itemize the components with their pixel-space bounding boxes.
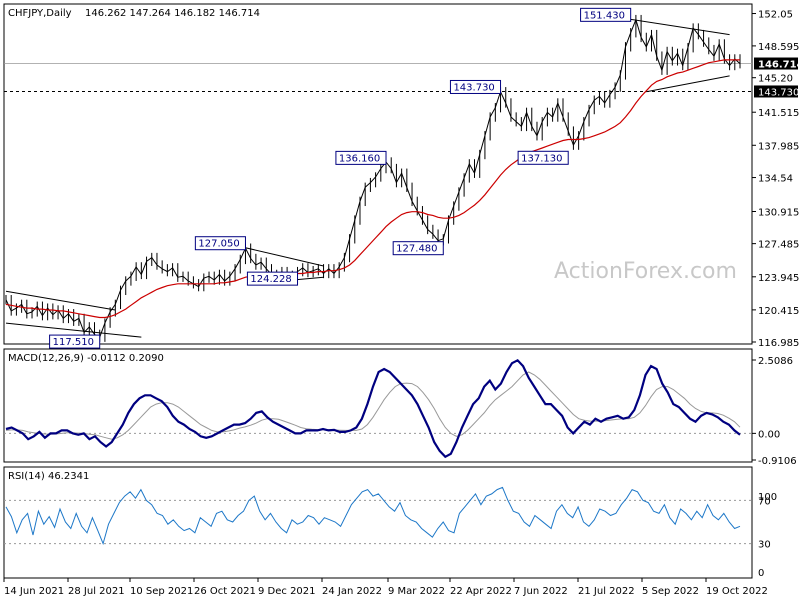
price-axis-label: 141.515 bbox=[758, 108, 799, 119]
annotation-label: 137.130 bbox=[521, 153, 562, 164]
rsi-axis-label: 30 bbox=[758, 540, 771, 551]
price-axis-label: 148.595 bbox=[758, 42, 799, 53]
price-line bbox=[5, 18, 741, 338]
watermark: ActionForex.com bbox=[554, 259, 737, 284]
annotation-label: 127.480 bbox=[396, 244, 437, 255]
macd-axis-label: -0.9106 bbox=[758, 456, 797, 467]
macd-panel-frame bbox=[3, 348, 753, 463]
trendline bbox=[630, 18, 730, 36]
annotation-label: 124.228 bbox=[250, 274, 291, 285]
price-axis-label: 127.485 bbox=[758, 240, 799, 251]
rsi-axis-label: 70 bbox=[758, 496, 771, 507]
annotation-label: 143.730 bbox=[453, 82, 494, 93]
annotation-box bbox=[517, 150, 569, 165]
price-axis-label: 137.985 bbox=[758, 141, 799, 152]
annotation-box bbox=[449, 79, 502, 94]
rsi-axis-label: 0 bbox=[758, 568, 764, 579]
annotation-box bbox=[194, 236, 246, 251]
annotation-label: 127.050 bbox=[198, 239, 239, 250]
price-axis-label: 116.985 bbox=[758, 338, 799, 349]
annotation-box bbox=[246, 271, 299, 286]
annotation-box bbox=[49, 334, 101, 349]
macd-axis-label: 0.00 bbox=[758, 429, 780, 440]
trendline bbox=[5, 290, 116, 311]
axis-layer: 152.05 148.595 145.20 141.515 137.985 134.54 1… bbox=[3, 10, 800, 597]
current-price-tag bbox=[754, 57, 798, 70]
annotation-box bbox=[580, 7, 632, 22]
price-axis-label: 152.05 bbox=[758, 10, 793, 21]
trendline bbox=[245, 247, 324, 267]
rsi-panel-frame bbox=[3, 466, 753, 579]
rsi-line bbox=[5, 486, 741, 546]
x-axis-label: 9 Dec 2021 bbox=[258, 586, 316, 597]
x-axis-label: 24 Jan 2022 bbox=[322, 586, 382, 597]
x-axis-label: 10 Sep 2021 bbox=[130, 586, 193, 597]
moving-average-line bbox=[5, 59, 740, 319]
x-axis-label: 5 Sep 2022 bbox=[642, 586, 699, 597]
price-axis-label: 120.415 bbox=[758, 306, 799, 317]
macd-signal-line bbox=[5, 371, 741, 440]
x-axis-label: 9 Mar 2022 bbox=[388, 586, 445, 597]
x-axis-label: 28 Jul 2021 bbox=[68, 586, 125, 597]
price-axis-label: 130.915 bbox=[758, 208, 799, 219]
x-axis-label: 26 Oct 2021 bbox=[194, 586, 256, 597]
price-header-label: CHFJPY,Daily bbox=[8, 8, 72, 19]
x-axis-label: 14 Jun 2021 bbox=[4, 586, 64, 597]
price-header-ohlc: 146.262 147.264 146.182 146.714 bbox=[85, 8, 260, 19]
rsi-label: RSI(14) 46.2341 bbox=[8, 471, 89, 482]
support-tag bbox=[754, 85, 798, 98]
x-axis-label: 21 Jul 2022 bbox=[578, 586, 635, 597]
support-label: 143.730 bbox=[758, 87, 799, 98]
trendline bbox=[5, 322, 142, 338]
x-axis-label: 22 Apr 2022 bbox=[450, 586, 512, 597]
price-layer: 151.430 143.730 137.130 136.160 127.480 127.0… bbox=[4, 7, 752, 349]
trendline bbox=[646, 75, 730, 93]
x-axis-label: 19 Oct 2022 bbox=[706, 586, 768, 597]
price-axis-label: 145.20 bbox=[758, 74, 793, 85]
price-panel-frame bbox=[3, 3, 753, 345]
annotation-label: 151.430 bbox=[584, 10, 625, 21]
macd-layer bbox=[4, 358, 752, 459]
price-axis-label: 123.945 bbox=[758, 273, 799, 284]
macd-label: MACD(12,26,9) -0.0112 0.2090 bbox=[8, 353, 164, 364]
annotation-box bbox=[335, 150, 387, 165]
x-axis-label: 7 Jun 2022 bbox=[514, 586, 568, 597]
macd-line bbox=[5, 358, 741, 459]
macd-axis-label: 2.5086 bbox=[758, 356, 793, 367]
rsi-layer bbox=[4, 486, 752, 546]
annotation-box bbox=[392, 241, 444, 256]
price-axis-label: 134.54 bbox=[758, 174, 793, 185]
rsi-axis-label: 100 bbox=[758, 492, 777, 503]
annotation-label: 117.510 bbox=[53, 337, 94, 348]
annotation-label: 136.160 bbox=[339, 153, 380, 164]
current-price-label: 146.714 bbox=[758, 60, 800, 71]
